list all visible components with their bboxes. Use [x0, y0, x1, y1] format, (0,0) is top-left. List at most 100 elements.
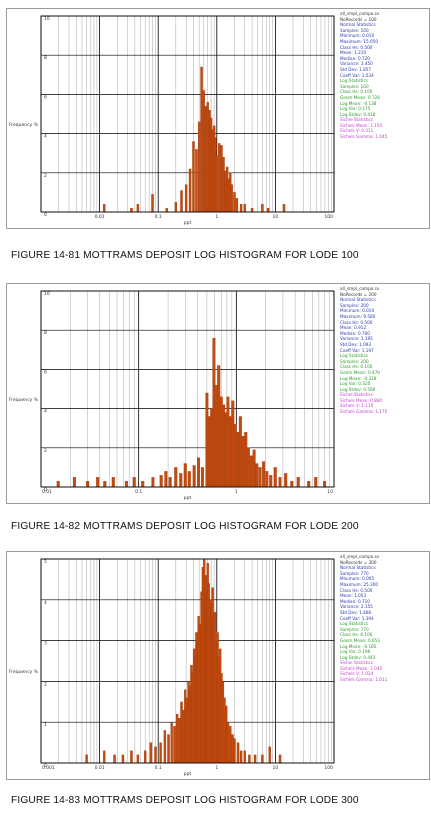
stats-line: all_smpl_compo.sv — [340, 554, 380, 559]
histogram-bar — [290, 481, 294, 488]
stats-line: Log Stdev: 0.418 — [340, 111, 376, 117]
histogram-bar — [265, 471, 269, 488]
histogram-bar — [165, 207, 168, 213]
y-tick-label: 3 — [44, 641, 47, 647]
histogram-lode-200: 0 2 4 6 8 10 0.01 0.1 1 10 ppt — [40, 290, 335, 501]
histogram-bar — [136, 754, 140, 764]
histogram-bar — [250, 207, 254, 213]
histogram-bar — [183, 463, 187, 488]
stats-line: Coeff Var: 1.534 — [340, 72, 374, 78]
y-tick-label: 10 — [44, 16, 50, 22]
histogram-bar — [239, 204, 243, 213]
histogram-bar — [188, 168, 192, 213]
stats-line: Class Hs: 0.500 — [340, 44, 373, 50]
stats-line: Class Hs: 0.100 — [340, 89, 373, 95]
stats-line: Log Stdev: 0.566 — [340, 386, 376, 392]
y-tick-label: 2 — [44, 681, 47, 687]
stats-line: Sichel Statistics — [340, 117, 373, 123]
stats-line: Std Dev: 1.468 — [340, 609, 372, 615]
histogram-bar — [151, 477, 155, 488]
histogram-panel-lode-200: 0 2 4 6 8 10 0.01 0.1 1 10 ppt Frequency % all_smp… — [6, 283, 430, 504]
histogram-bar — [239, 750, 243, 764]
histogram-bar — [195, 149, 198, 213]
histogram-bar — [236, 432, 240, 488]
histogram-bar — [261, 204, 264, 213]
stats-line: Coeff Var: 1.197 — [340, 347, 374, 353]
figure-caption: FIGURE 14-81 MOTTRAMS DEPOSIT LOG HISTOG… — [11, 250, 359, 261]
statistics-legend: all_smpl_compo.sv NoRecords = 200 Normal S… — [340, 286, 428, 415]
histogram-bar — [159, 742, 162, 764]
stats-line: Maximum: 9.580 — [340, 313, 376, 319]
stats-line: Sichels V: 1.024 — [340, 671, 374, 677]
x-tick-label: 100 — [324, 214, 333, 220]
histogram-bar — [143, 750, 147, 764]
histogram-bar — [96, 477, 100, 488]
stats-line: Mean: 1.210 — [340, 50, 367, 56]
stats-line: Geom Mean: 0.470 — [340, 369, 380, 375]
x-tick-label: 0.1 — [155, 765, 162, 771]
y-tick-label: 10 — [44, 291, 50, 297]
stats-line: Geom Mean: 0.728 — [340, 94, 380, 100]
histogram-bar — [243, 750, 246, 764]
histogram-bar — [163, 730, 167, 764]
plot-frame — [40, 290, 335, 488]
y-tick-label: 2 — [44, 173, 47, 179]
histogram-bar — [214, 384, 218, 488]
stats-line: Maximum: 25.300 — [340, 581, 379, 587]
stats-line: Samples: 200 — [340, 302, 369, 308]
histogram-bar — [184, 184, 188, 213]
histogram-bar — [217, 365, 221, 488]
histogram-bar — [269, 475, 273, 488]
stats-line: Sichels Mean: 0.880 — [340, 397, 383, 403]
histogram-bar — [248, 754, 251, 764]
histogram-bar — [241, 435, 245, 488]
stats-line: Maximum: 15.050 — [340, 38, 379, 44]
stats-line: Normal Statistics — [340, 565, 376, 571]
y-tick-label: 0 — [44, 763, 47, 769]
histogram-bar — [231, 734, 234, 764]
x-tick-label: 1 — [215, 214, 218, 220]
stats-line: Class Hs: 0.100 — [340, 632, 373, 638]
histogram-bar — [130, 750, 133, 764]
histogram-bar — [296, 477, 300, 488]
x-axis-label: ppt — [184, 495, 192, 501]
stats-line: Mean: 0.912 — [340, 325, 367, 331]
histogram-lode-100: 0 2 4 6 8 10 0.01 0.1 1 10 100 ppt — [40, 15, 335, 226]
histogram-bar — [229, 726, 232, 764]
plot-area: 0 2 4 6 8 10 0.01 0.1 1 10 100 ppt — [37, 12, 337, 226]
stats-line: Log Var: 0.320 — [340, 381, 371, 387]
histogram-bar — [86, 481, 90, 488]
histogram-bar — [202, 90, 205, 213]
stats-line: Median: 0.720 — [340, 55, 370, 61]
plot-area: 0 1 2 3 4 5 0.001 0.01 0.1 1 10 100 ppt — [37, 555, 337, 777]
stats-line: all_smpl_compo.sv — [340, 11, 380, 16]
histogram-bar — [197, 457, 201, 488]
plot-frame — [40, 558, 335, 764]
histogram-bar — [278, 754, 282, 764]
y-tick-label: 5 — [44, 559, 47, 565]
histogram-bar — [233, 738, 236, 764]
stats-line: Log Mean: -0.185 — [340, 643, 377, 649]
x-tick-label: 0.001 — [42, 765, 55, 771]
x-tick-label: 10 — [327, 489, 333, 495]
histogram-bar — [200, 467, 204, 488]
stats-line: Samples: 770 — [340, 570, 369, 576]
x-tick-label: 1 — [235, 489, 238, 495]
histogram-bar — [215, 155, 218, 213]
histogram-bar — [226, 396, 230, 488]
histogram-bar — [164, 471, 168, 488]
histogram-bar — [197, 121, 201, 213]
histogram-bar — [230, 184, 233, 213]
histogram-bar — [173, 726, 176, 764]
histogram-bar — [170, 722, 173, 764]
stats-line: Class Hs: 0.500 — [340, 587, 373, 593]
stats-line: Log Statistics — [340, 353, 368, 359]
y-tick-label: 1 — [44, 722, 47, 728]
histogram-bar — [179, 473, 183, 488]
y-tick-label: 6 — [44, 369, 47, 375]
stats-line: Log Stdev: 0.443 — [340, 654, 376, 660]
histogram-bar — [233, 192, 236, 213]
x-tick-label: 0.1 — [135, 489, 142, 495]
stats-line: Sichels Gamma: 1.011 — [340, 677, 388, 683]
y-tick-label: 8 — [44, 330, 47, 336]
